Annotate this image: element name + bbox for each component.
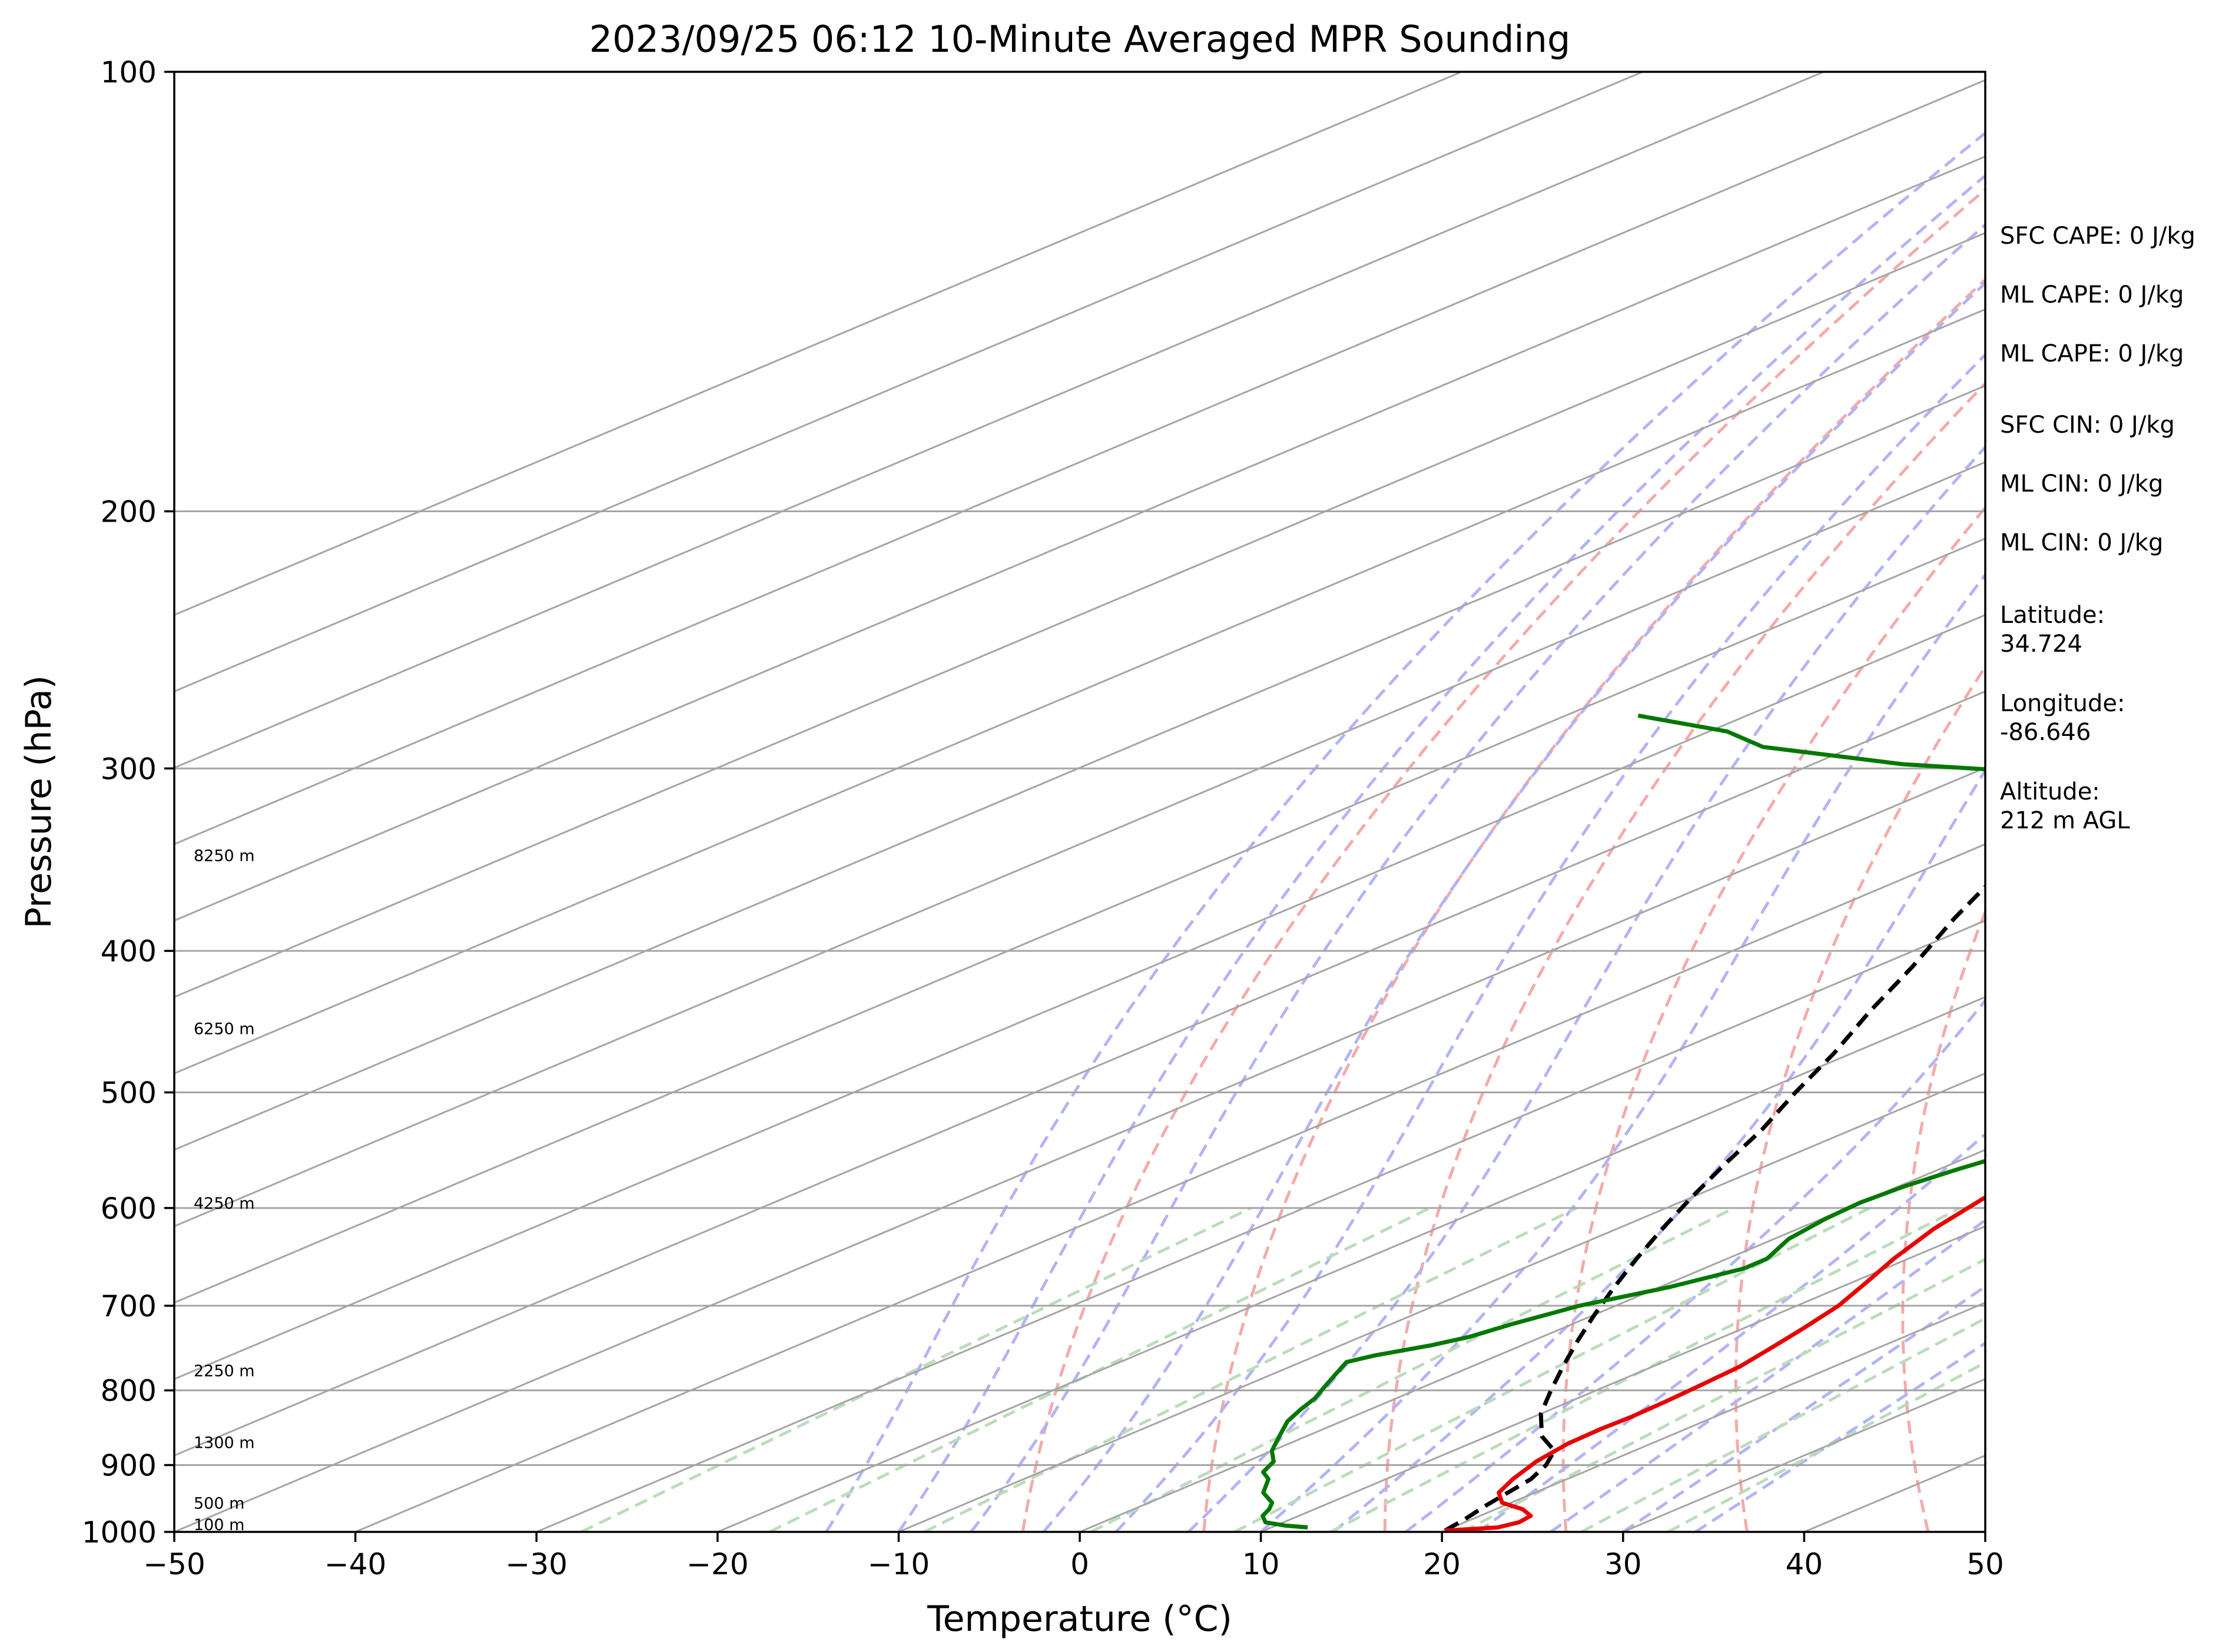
dry-adiabat-line — [1901, 907, 1985, 1532]
moist-adiabat-line — [1694, 1341, 1985, 1532]
moist-adiabat-line — [970, 223, 1985, 1532]
isobars — [174, 510, 1985, 1467]
latitude-value: 34.724 — [2000, 631, 2082, 658]
dry-adiabat-line — [1734, 664, 1985, 1532]
dry-adiabat-line — [1561, 505, 1985, 1532]
isotherm-line — [174, 538, 1985, 1304]
y-tick-label: 100 — [101, 55, 157, 89]
ml-cape-text-2: ML CAPE: 0 J/kg — [2000, 340, 2184, 367]
temperature-line — [1445, 1195, 1985, 1532]
ml-cin-text-2: ML CIN: 0 J/kg — [2000, 529, 2163, 556]
plot-frame — [173, 71, 1986, 1533]
chart-title: 2023/09/25 06:12 10-Minute Averaged MPR … — [589, 18, 1571, 61]
height-label: 4250 m — [194, 1195, 255, 1213]
x-tick-label: 40 — [1786, 1547, 1823, 1581]
moist-adiabat-line — [1405, 998, 1985, 1532]
isotherm-line — [174, 72, 1462, 616]
mixing-ratio-line — [1667, 1361, 1985, 1532]
isotherm-line — [355, 843, 1985, 1532]
x-tick-label: −20 — [686, 1547, 749, 1581]
isotherm-line — [174, 308, 1985, 1074]
x-axis-label: Temperature (°C) — [927, 1598, 1232, 1640]
x-tick-label: −40 — [324, 1547, 387, 1581]
sounding-profiles — [1261, 714, 1985, 1532]
isotherm-line — [174, 231, 1985, 999]
y-tick-label: 600 — [101, 1192, 157, 1226]
isotherm-line — [174, 767, 1985, 1532]
x-tick-label: 50 — [1966, 1547, 2004, 1581]
isotherm-line — [1261, 1225, 1985, 1532]
isotherm-line — [174, 613, 1985, 1381]
x-axis-ticks: −50 −40 −30 −20 −10 0 10 20 30 40 50 — [143, 1532, 2004, 1581]
moist-adiabat-line — [1259, 572, 1985, 1532]
longitude-label: Longitude: — [2000, 690, 2125, 717]
moist-adiabat-line — [1042, 281, 1985, 1532]
isotherm-line — [174, 690, 1985, 1457]
dry-adiabat-line — [2222, 72, 2229, 1532]
isotherm-line — [717, 996, 1985, 1532]
y-tick-label: 900 — [101, 1449, 157, 1483]
height-label: 1300 m — [194, 1434, 255, 1452]
latitude-label: Latitude: — [2000, 602, 2105, 629]
mixing-ratio-line — [923, 1206, 1578, 1532]
height-label: 2250 m — [194, 1362, 255, 1380]
x-tick-label: 20 — [1423, 1547, 1461, 1581]
y-axis-ticks: 100 200 300 400 500 600 700 800 900 1000 — [82, 55, 174, 1550]
x-tick-label: 0 — [1070, 1547, 1089, 1581]
longitude-value: -86.646 — [2000, 719, 2091, 746]
parcel-profile-line — [1444, 884, 1985, 1532]
isotherm-line — [536, 920, 1985, 1532]
y-tick-label: 500 — [101, 1076, 157, 1110]
dry-adiabat-line — [1202, 277, 1985, 1532]
moist-adiabat-line — [897, 174, 1985, 1532]
y-tick-label: 800 — [101, 1374, 157, 1408]
y-tick-label: 300 — [101, 752, 157, 786]
background-lines — [174, 72, 2229, 1532]
moist-adiabat-line — [1187, 444, 1985, 1532]
y-tick-label: 200 — [101, 495, 157, 529]
isotherm-line — [174, 384, 1985, 1151]
sfc-cin-text: SFC CIN: 0 J/kg — [2000, 412, 2175, 439]
indices-panel: SFC CAPE: 0 J/kg ML CAPE: 0 J/kg ML CAPE… — [2000, 223, 2195, 834]
moist-adiabat-line — [825, 131, 1985, 1532]
height-label: 8250 m — [194, 847, 255, 865]
x-tick-label: −50 — [143, 1547, 205, 1581]
altitude-value: 212 m AGL — [2000, 807, 2130, 834]
ml-cape-text: ML CAPE: 0 J/kg — [2000, 281, 2184, 308]
height-label: 6250 m — [194, 1020, 255, 1039]
mixing-ratio-line — [581, 1206, 1252, 1532]
x-tick-label: −30 — [505, 1547, 568, 1581]
altitude-label: Altitude: — [2000, 778, 2100, 805]
isotherm-line — [898, 1072, 1985, 1532]
dry-adiabat-line — [1383, 381, 1985, 1532]
y-tick-label: 700 — [101, 1289, 157, 1323]
y-tick-label: 1000 — [82, 1515, 157, 1550]
isotherm-line — [174, 461, 1985, 1228]
isotherm-line — [174, 72, 1825, 769]
moist-adiabat-line — [1114, 353, 1985, 1532]
ml-cin-text: ML CIN: 0 J/kg — [2000, 470, 2163, 497]
y-tick-label: 400 — [101, 934, 157, 968]
isotherm-line — [174, 72, 1643, 692]
x-tick-label: −10 — [868, 1547, 930, 1581]
x-tick-label: 30 — [1604, 1547, 1642, 1581]
isotherm-line — [174, 155, 1985, 922]
x-tick-label: 10 — [1242, 1547, 1280, 1581]
y-axis-label: Pressure (hPa) — [18, 675, 59, 928]
isotherm-line — [174, 79, 1985, 845]
mixing-ratio-line — [1580, 1316, 1985, 1532]
sfc-cape-text: SFC CAPE: 0 J/kg — [2000, 223, 2195, 250]
mixing-ratio-line — [1090, 1206, 1735, 1532]
height-label: 500 m — [194, 1494, 244, 1512]
dewpoint-line — [1261, 714, 1985, 1530]
moist-adiabat-line — [1332, 767, 1985, 1532]
